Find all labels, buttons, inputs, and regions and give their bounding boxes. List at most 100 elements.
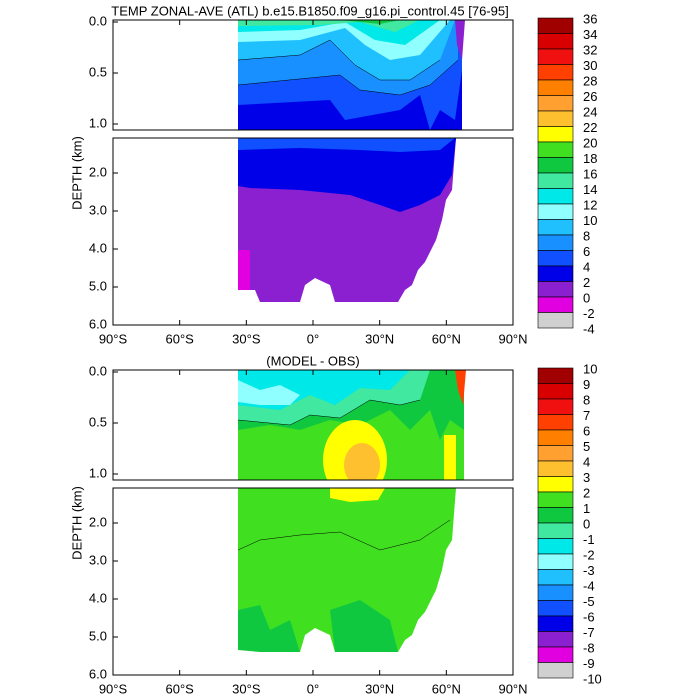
colorbar-label: 28 [583, 73, 597, 88]
x-tick-label: 30°N [365, 331, 394, 346]
colorbar-label: 5 [583, 439, 590, 454]
colorbar-box [537, 265, 574, 282]
colorbar-label: -3 [583, 563, 595, 578]
colorbar-label: -7 [583, 625, 595, 640]
colorbar-box [537, 312, 574, 329]
y-tick-label: 6.0 [89, 666, 107, 681]
x-tick-label: 30°S [232, 331, 261, 346]
field-upper-2 [237, 370, 466, 480]
colorbar-box [537, 538, 574, 555]
colorbar-label: -10 [583, 671, 602, 686]
colorbar-label: 12 [583, 197, 597, 212]
y-tick-label: 5.0 [89, 628, 107, 643]
colorbar-label: 36 [583, 11, 597, 26]
colorbar-box [537, 172, 574, 189]
y-tick-label: 3.0 [89, 552, 107, 567]
colorbar-box [537, 110, 574, 127]
colorbar-box [537, 460, 574, 477]
colorbar-label: 4 [583, 454, 590, 469]
panel-title: TEMP ZONAL-AVE (ATL) b.e15.B1850.f09_g16… [111, 3, 508, 18]
colorbar-box [537, 615, 574, 632]
colorbar-label: 18 [583, 151, 597, 166]
x-tick-label: 60°S [165, 681, 194, 696]
colorbar-box [537, 429, 574, 446]
y-tick-label: 4.0 [89, 240, 107, 255]
colorbar-box [537, 296, 574, 313]
x-tick-label: 30°S [232, 681, 261, 696]
colorbar-box [537, 522, 574, 539]
x-tick-label: 60°N [432, 681, 461, 696]
colorbar-box [537, 281, 574, 298]
colorbar-label: 7 [583, 408, 590, 423]
colorbar-box [537, 445, 574, 462]
colorbar-box [537, 64, 574, 81]
x-tick-label: 60°N [432, 331, 461, 346]
x-tick-label: 60°S [165, 331, 194, 346]
field-upper-1 [237, 20, 465, 130]
y-axis-label: DEPTH (km) [69, 136, 84, 210]
colorbar-label: 3 [583, 470, 590, 485]
colorbar-box [537, 79, 574, 96]
y-tick-label: 5.0 [89, 278, 107, 293]
colorbar-label: 2 [583, 485, 590, 500]
y-tick-label: 4.0 [89, 590, 107, 605]
colorbar-box [537, 219, 574, 236]
colorbar-box [537, 157, 574, 174]
colorbar-label: 30 [583, 58, 597, 73]
colorbar-box [537, 553, 574, 570]
colorbar-label: 0 [583, 290, 590, 305]
colorbar-label: 14 [583, 182, 597, 197]
colorbar-box [537, 646, 574, 663]
colorbar-box [537, 126, 574, 143]
colorbar-label: 0 [583, 516, 590, 531]
colorbar-label: -2 [583, 306, 595, 321]
colorbar-label: 20 [583, 135, 597, 150]
colorbar-label: 10 [583, 361, 597, 376]
colorbar-label: -5 [583, 594, 595, 609]
field-lower-1 [238, 138, 456, 302]
y-tick-label: 2.0 [89, 514, 107, 529]
colorbar-box [537, 631, 574, 648]
y-tick-label: 0.0 [89, 13, 107, 28]
y-axis-label: DEPTH (km) [69, 486, 84, 560]
colorbar-box [537, 383, 574, 400]
colorbar-box [537, 33, 574, 50]
field-lower-2 [237, 488, 456, 652]
colorbar-box [537, 584, 574, 601]
colorbar-box [537, 476, 574, 493]
colorbar-label: -9 [583, 656, 595, 671]
colorbar-box [537, 491, 574, 508]
colorbar-label: -2 [583, 547, 595, 562]
x-tick-label: 90°N [498, 681, 527, 696]
colorbar-box [537, 600, 574, 617]
y-tick-label: 1.0 [89, 465, 107, 480]
x-tick-label: 90°S [99, 331, 128, 346]
colorbar-box [537, 48, 574, 65]
colorbar-label: 10 [583, 213, 597, 228]
colorbar-box [537, 414, 574, 431]
colorbar-box [537, 367, 574, 384]
y-tick-label: 0.5 [89, 414, 107, 429]
colorbar-label: 4 [583, 259, 590, 274]
colorbar-label: 22 [583, 120, 597, 135]
colorbar-label: -6 [583, 609, 595, 624]
colorbar-label: 8 [583, 228, 590, 243]
colorbar-box [537, 188, 574, 205]
colorbar-label: 8 [583, 392, 590, 407]
y-tick-label: 0.5 [89, 64, 107, 79]
colorbar-box [537, 141, 574, 158]
colorbar-box [537, 203, 574, 220]
colorbar-label: 16 [583, 166, 597, 181]
x-tick-label: 0° [307, 681, 319, 696]
colorbar-label: 24 [583, 104, 597, 119]
colorbar-box [537, 250, 574, 267]
colorbar-label: 9 [583, 377, 590, 392]
panel-title: (MODEL - OBS) [266, 353, 359, 368]
colorbar-box [537, 569, 574, 586]
y-tick-label: 1.0 [89, 115, 107, 130]
colorbar-label: -4 [583, 578, 595, 593]
colorbar-label: -8 [583, 640, 595, 655]
colorbar-label: 26 [583, 89, 597, 104]
x-tick-label: 0° [307, 331, 319, 346]
